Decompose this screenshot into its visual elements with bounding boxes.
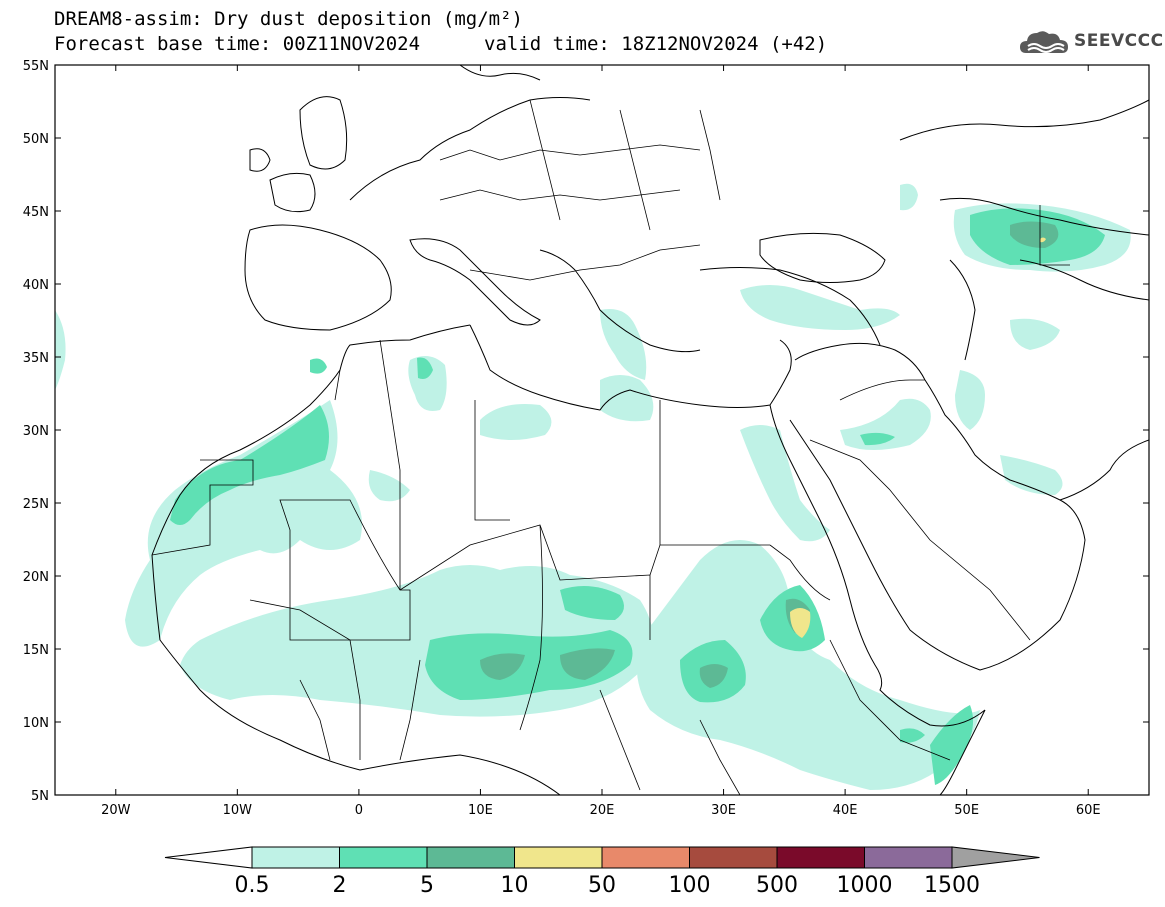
colorbar-swatch xyxy=(689,846,778,869)
lon-tick-label: 10W xyxy=(223,803,253,818)
colorbar-swatch xyxy=(339,846,428,869)
lat-tick-label: 45N xyxy=(23,205,49,220)
colorbar-label: 500 xyxy=(756,873,798,898)
colorbar-swatch xyxy=(601,846,690,869)
lat-tick-label: 50N xyxy=(23,132,49,147)
coastlines xyxy=(151,65,1149,795)
forecast-base-time: Forecast base time: 00Z11NOV2024 xyxy=(54,33,421,55)
colorbar-label: 2 xyxy=(333,873,347,898)
lat-tick-label: 10N xyxy=(23,716,49,731)
colorbar-label: 5 xyxy=(420,873,434,898)
seevccc-logo: SEEVCCC xyxy=(1018,27,1163,57)
lat-tick-label: 5N xyxy=(31,789,49,804)
lat-tick-label: 20N xyxy=(23,570,49,585)
lat-tick-label: 30N xyxy=(23,424,49,439)
level-5-shading xyxy=(480,221,1059,688)
lat-tick-label: 55N xyxy=(23,59,49,74)
colorbar-label: 100 xyxy=(669,873,711,898)
colorbar-label: 0.5 xyxy=(235,873,270,898)
lon-tick-label: 40E xyxy=(833,803,858,818)
longitude-axis: 20W 10W 0 10E 20E 30E 40E 50E 60E xyxy=(101,65,1101,818)
lat-tick-label: 15N xyxy=(23,643,49,658)
colorbar-swatch xyxy=(426,846,515,869)
lon-tick-label: 10E xyxy=(468,803,493,818)
colorbar-label: 1500 xyxy=(924,873,980,898)
colorbar-label: 10 xyxy=(501,873,529,898)
lon-tick-label: 30E xyxy=(711,803,736,818)
dust-field xyxy=(55,183,1131,790)
lon-tick-label: 20W xyxy=(101,803,131,818)
lon-tick-label: 20E xyxy=(590,803,615,818)
colorbar-low-arrow xyxy=(164,846,253,869)
lat-tick-label: 40N xyxy=(23,278,49,293)
colorbar: 0.5 2 5 10 50 100 500 1000 1500 xyxy=(164,846,1040,898)
lon-tick-label: 0 xyxy=(355,803,363,818)
colorbar-swatch xyxy=(514,846,603,869)
colorbar-swatch xyxy=(864,846,953,869)
colorbar-swatch xyxy=(776,846,865,869)
logo-text: SEEVCCC xyxy=(1074,31,1164,51)
latitude-axis: 55N 50N 45N 40N 35N 30N 25N 20N 15N 10N 5N xyxy=(23,59,1149,804)
cloud-icon xyxy=(1020,31,1068,53)
lat-tick-label: 25N xyxy=(23,497,49,512)
colorbar-swatch xyxy=(251,846,340,869)
lon-tick-label: 60E xyxy=(1076,803,1101,818)
colorbar-high-arrow xyxy=(951,846,1040,869)
map-title: DREAM8-assim: Dry dust deposition (mg/m²… xyxy=(54,8,523,30)
colorbar-label: 50 xyxy=(588,873,616,898)
lon-tick-label: 50E xyxy=(954,803,979,818)
lat-tick-label: 35N xyxy=(23,351,49,366)
level-0.5-shading xyxy=(55,183,1131,790)
valid-time: valid time: 18Z12NOV2024 (+42) xyxy=(484,33,828,55)
level-10-shading xyxy=(790,237,1046,638)
colorbar-label: 1000 xyxy=(837,873,893,898)
country-borders xyxy=(151,99,1070,795)
